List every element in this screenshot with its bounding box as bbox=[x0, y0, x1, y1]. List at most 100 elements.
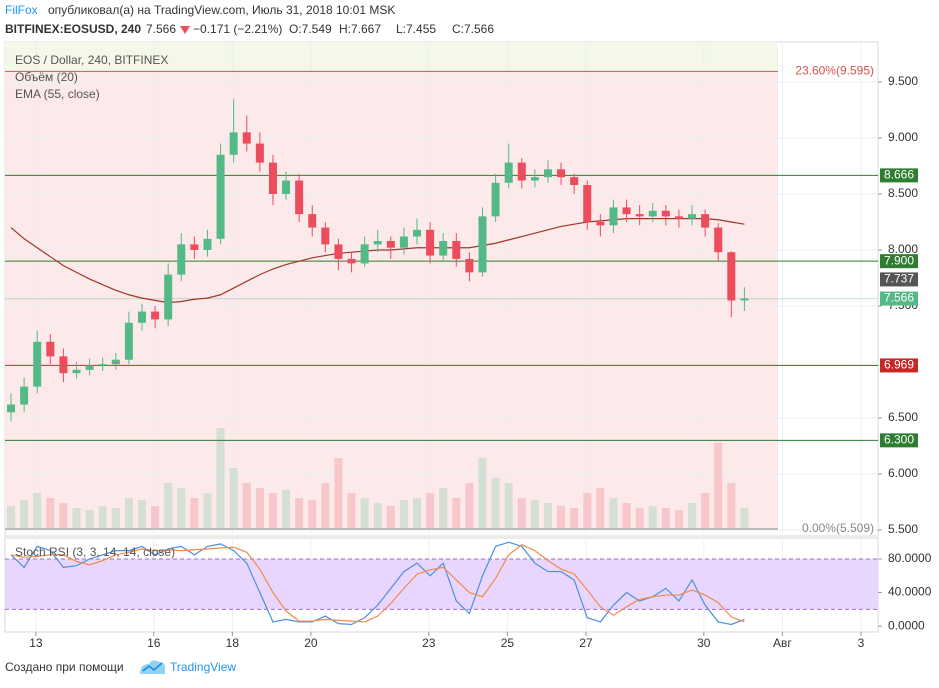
y-tick-label: 8.500 bbox=[888, 186, 918, 200]
volume-bar bbox=[164, 483, 173, 528]
volume-bar bbox=[413, 498, 422, 528]
volume-bar bbox=[321, 483, 330, 528]
candle-body bbox=[111, 359, 120, 365]
volume-bar bbox=[255, 488, 264, 528]
legend-entry: EOS / Dollar, 240, BITFINEX bbox=[15, 53, 168, 67]
candle-body bbox=[321, 227, 330, 245]
volume-bar bbox=[727, 483, 736, 528]
volume-bar bbox=[478, 458, 487, 528]
volume-bar bbox=[426, 493, 435, 528]
candle-body bbox=[674, 216, 683, 219]
candle-body bbox=[229, 132, 238, 155]
published: опубликовал(а) на TradingView.com, Июль … bbox=[48, 3, 395, 17]
volume-bar bbox=[229, 468, 238, 528]
candle-body bbox=[360, 244, 369, 264]
candle-body bbox=[33, 341, 42, 387]
logo-line bbox=[142, 662, 163, 672]
candle-body bbox=[282, 180, 291, 194]
volume-bar bbox=[517, 498, 526, 528]
volume-bar bbox=[688, 503, 697, 528]
candle-body bbox=[635, 214, 644, 217]
volume-bar bbox=[137, 500, 146, 528]
stoch-title: Stoch RSI (3, 3, 14, 14, close) bbox=[15, 545, 175, 559]
y-tick-label: 6.500 bbox=[888, 410, 918, 424]
y-tick-label: 8.000 bbox=[888, 242, 918, 256]
candle-body bbox=[452, 241, 461, 259]
candle-body bbox=[413, 229, 422, 237]
level-box bbox=[880, 291, 918, 306]
candle-body bbox=[190, 244, 199, 250]
volume-bar bbox=[635, 508, 644, 528]
x-tick-label: 25 bbox=[501, 636, 515, 650]
candle-body bbox=[661, 210, 670, 217]
candle-body bbox=[426, 229, 435, 256]
volume-bar bbox=[7, 506, 16, 528]
volume-bar bbox=[216, 428, 225, 528]
volume-bar bbox=[674, 510, 683, 528]
volume-bar bbox=[203, 493, 212, 528]
candle-body bbox=[714, 227, 723, 253]
candle-body bbox=[439, 241, 448, 256]
candle-body bbox=[727, 252, 736, 301]
fib-label: 0.00%(5.509) bbox=[802, 521, 874, 535]
candle-body bbox=[557, 169, 566, 178]
volume-bar bbox=[59, 503, 68, 528]
volume-bar bbox=[583, 493, 592, 528]
author[interactable]: FilFox bbox=[5, 3, 38, 17]
volume-bar bbox=[282, 490, 291, 528]
candle-body bbox=[124, 322, 133, 360]
x-tick-label: 18 bbox=[226, 636, 240, 650]
level-box bbox=[880, 168, 918, 183]
candle-body bbox=[7, 404, 16, 413]
candle-body bbox=[242, 132, 251, 144]
volume-bar bbox=[596, 488, 605, 528]
candle-body bbox=[46, 341, 55, 357]
candle-body bbox=[347, 258, 356, 264]
candle-body bbox=[570, 177, 579, 186]
volume-bar bbox=[740, 508, 749, 528]
level-box bbox=[880, 272, 918, 287]
y-tick-label: 9.500 bbox=[888, 74, 918, 88]
candle-body bbox=[20, 386, 29, 405]
candle-body bbox=[177, 244, 186, 275]
footer-brand[interactable]: TradingView bbox=[170, 660, 236, 674]
candle-body bbox=[164, 274, 173, 320]
volume-bar bbox=[308, 500, 317, 528]
ohlc-high: H:7.667 bbox=[339, 22, 381, 36]
volume-bar bbox=[190, 498, 199, 528]
volume-bar bbox=[530, 500, 539, 528]
candle-body bbox=[151, 311, 160, 320]
volume-bar bbox=[360, 498, 369, 528]
volume-bar bbox=[268, 493, 277, 528]
fib-zone bbox=[5, 71, 778, 529]
candle-body bbox=[622, 207, 631, 215]
candle-body bbox=[543, 169, 552, 178]
candle-body bbox=[203, 238, 212, 250]
level-label: 7.566 bbox=[884, 291, 914, 305]
volume-bar bbox=[151, 506, 160, 528]
volume-bar bbox=[295, 498, 304, 528]
volume-bar bbox=[701, 493, 710, 528]
level-label: 8.666 bbox=[884, 168, 914, 182]
candle-body bbox=[504, 162, 513, 183]
stoch-line bbox=[10, 541, 745, 626]
volume-bar bbox=[373, 503, 382, 528]
ohlc-close: C:7.566 bbox=[452, 22, 494, 36]
tv-logo[interactable] bbox=[140, 660, 165, 674]
volume-bar bbox=[347, 493, 356, 528]
level-label: 6.969 bbox=[884, 358, 914, 372]
level-label: 7.900 bbox=[884, 253, 914, 267]
volume-bar bbox=[622, 503, 631, 528]
volume-bar bbox=[33, 493, 42, 528]
candle-body bbox=[517, 162, 526, 181]
volume-bar bbox=[386, 506, 395, 528]
x-tick-label: 23 bbox=[422, 636, 436, 650]
x-tick-label: 13 bbox=[29, 636, 43, 650]
fib-top-zone bbox=[5, 42, 778, 72]
logo-cloud bbox=[140, 660, 165, 674]
level-label: 7.737 bbox=[884, 272, 914, 286]
candle-body bbox=[373, 241, 382, 245]
x-tick-label: 20 bbox=[304, 636, 318, 650]
stoch-line bbox=[10, 544, 745, 623]
x-tick-label: 16 bbox=[147, 636, 161, 650]
